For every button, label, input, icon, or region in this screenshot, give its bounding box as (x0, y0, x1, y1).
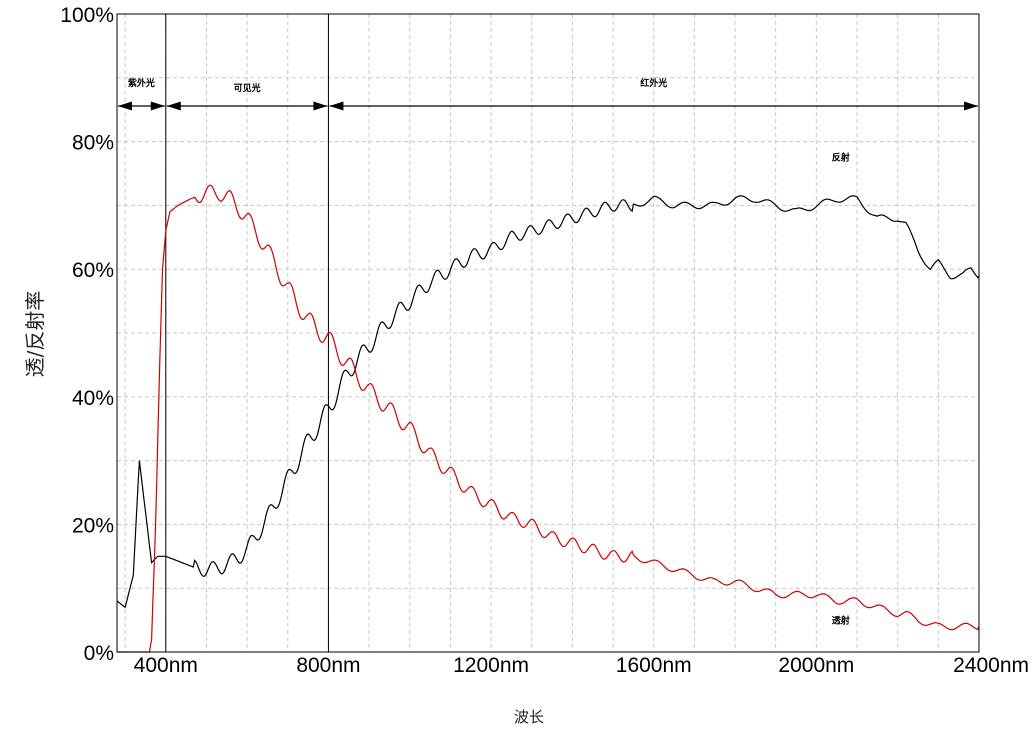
region-arrowhead-right (150, 101, 165, 111)
region-label: 紫外光 (128, 77, 155, 89)
y-tick-label: 20% (72, 514, 114, 537)
region-arrowhead-right (313, 101, 328, 111)
series-line-reflect (116, 195, 980, 609)
x-tick-label: 2000nm (778, 654, 854, 677)
series-lines (116, 184, 980, 653)
x-axis-title: 波长 (514, 708, 544, 726)
region-label: 红外光 (640, 77, 667, 89)
series-label: 透射 (832, 614, 850, 626)
y-tick-label: 100% (60, 4, 114, 27)
x-tick-label: 2400nm (953, 654, 1029, 677)
y-tick-label: 80% (72, 132, 114, 155)
axis-ticks: 0% 20% 40% 60% 80% 100% 400nm 800nm 1200nm 1600nm… (60, 4, 1029, 677)
region-arrowhead-right (964, 101, 978, 111)
series-line-transmit (117, 184, 980, 653)
y-tick-label: 60% (72, 259, 114, 282)
series-label: 反射 (832, 152, 850, 164)
plot-frame (116, 13, 980, 653)
y-tick-label: 0% (84, 642, 114, 665)
region-arrowhead-left (166, 101, 181, 111)
region-arrowhead-left (118, 101, 132, 111)
x-tick-label: 1200nm (453, 654, 529, 677)
x-tick-label: 1600nm (616, 654, 692, 677)
y-tick-label: 40% (72, 387, 114, 410)
x-tick-label: 800nm (296, 654, 360, 677)
y-axis-title: 透/反射率 (23, 291, 47, 378)
region-label: 可见光 (234, 82, 261, 94)
grid (117, 13, 980, 653)
region-arrowhead-left (329, 101, 344, 111)
x-tick-label: 400nm (134, 654, 198, 677)
